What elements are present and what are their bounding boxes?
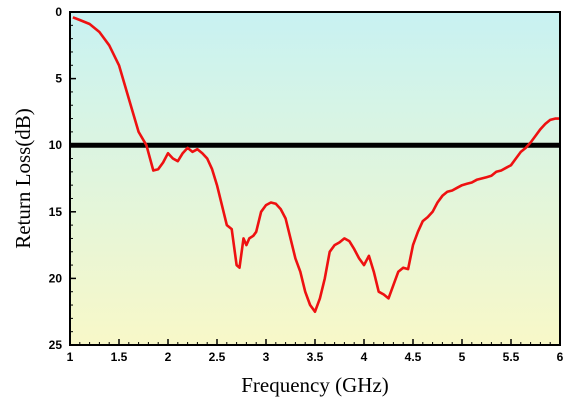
y-tick-label: 20 <box>49 271 63 285</box>
y-tick-label: 0 <box>55 5 62 19</box>
y-tick-label: 15 <box>49 205 63 219</box>
x-tick-label: 2 <box>165 350 172 364</box>
x-axis-title: Frequency (GHz) <box>241 373 389 397</box>
x-tick-label: 3.5 <box>307 350 324 364</box>
series-line-return-loss <box>72 16 560 313</box>
x-tick-label: 5.5 <box>503 350 520 364</box>
x-tick-label: 2.5 <box>209 350 226 364</box>
y-tick-label: 25 <box>49 338 63 352</box>
x-tick-label: 1 <box>67 350 74 364</box>
y-tick-label: 10 <box>49 138 63 152</box>
x-tick-label: 5 <box>459 350 466 364</box>
tick-labels: 1 1.5 2 2.5 3 3.5 4 4.5 5 5.5 6 0 5 10 15 20 25 <box>49 5 564 364</box>
x-tick-label: 4.5 <box>405 350 422 364</box>
plot-frame <box>69 11 561 346</box>
y-axis-title: Return Loss(dB) <box>11 108 35 249</box>
x-tick-label: 1.5 <box>111 350 128 364</box>
x-tick-label: 4 <box>361 350 368 364</box>
x-tick-label: 6 <box>557 350 564 364</box>
y-tick-label: 5 <box>55 72 62 86</box>
x-tick-label: 3 <box>263 350 270 364</box>
